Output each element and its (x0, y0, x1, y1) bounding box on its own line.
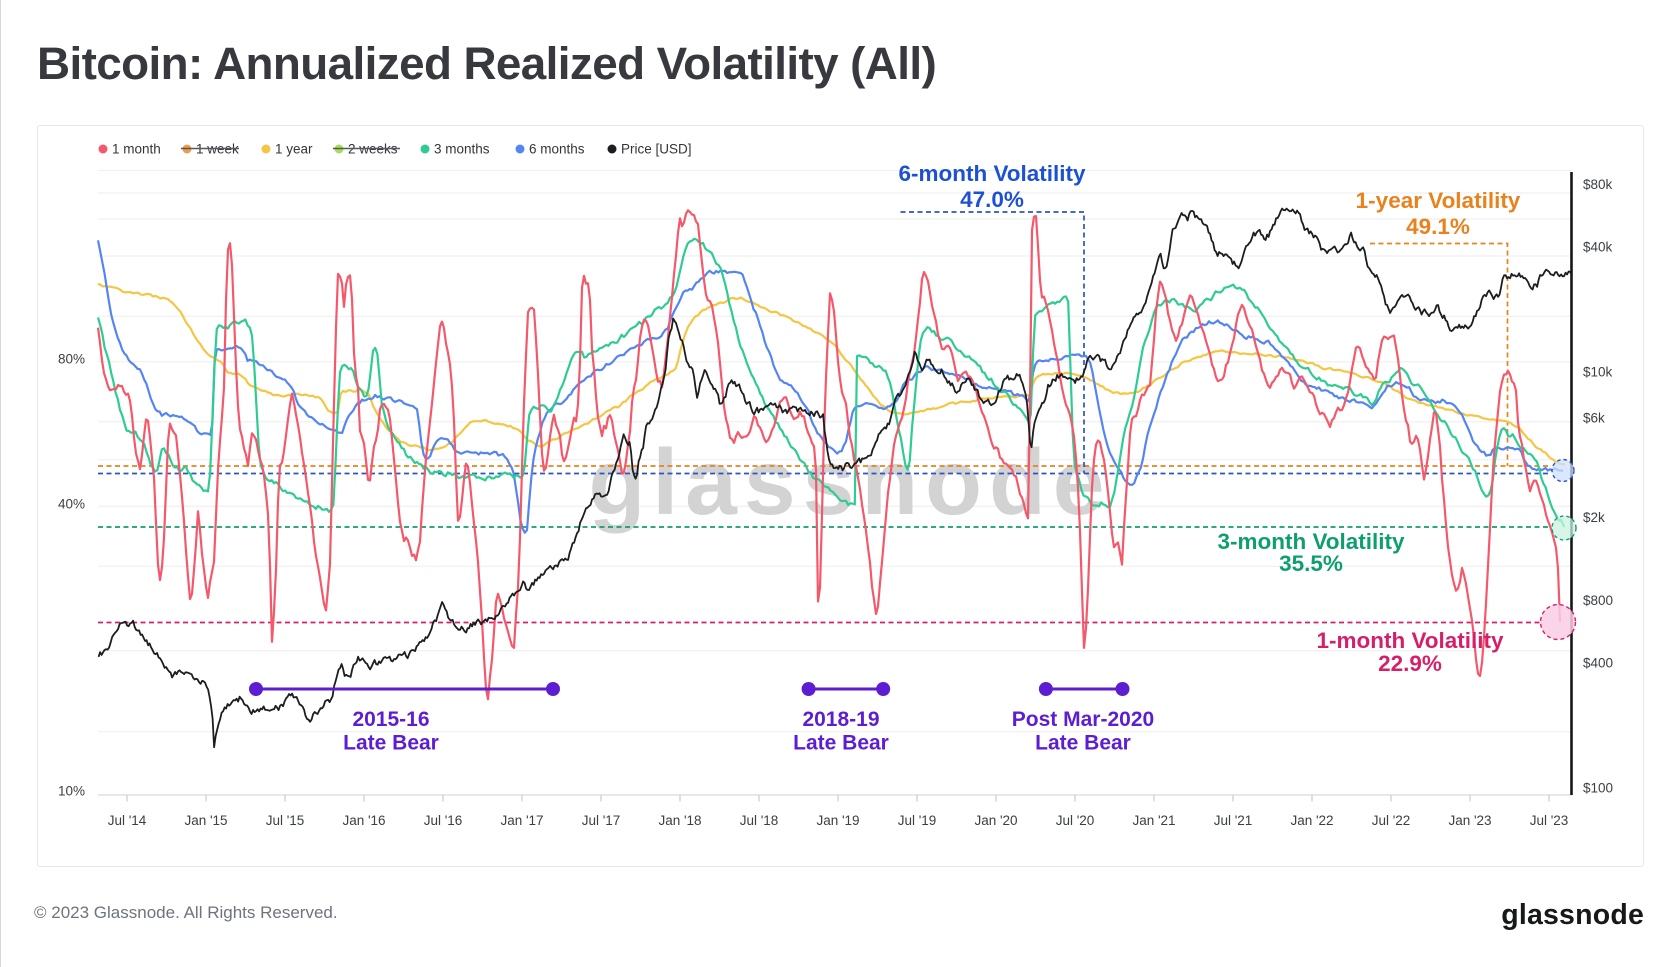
svg-text:1 month: 1 month (112, 142, 161, 157)
svg-text:49.1%: 49.1% (1406, 214, 1470, 239)
svg-text:Jul '23: Jul '23 (1530, 813, 1569, 828)
svg-text:Late Bear: Late Bear (1035, 732, 1131, 755)
svg-text:Jan '16: Jan '16 (342, 813, 385, 828)
svg-text:Jan '23: Jan '23 (1448, 813, 1491, 828)
svg-text:Jan '18: Jan '18 (658, 813, 701, 828)
svg-text:1 year: 1 year (275, 142, 313, 157)
svg-text:3 months: 3 months (434, 142, 490, 157)
svg-text:Jul '17: Jul '17 (582, 813, 621, 828)
svg-text:$800: $800 (1583, 593, 1613, 608)
svg-text:Jul '21: Jul '21 (1214, 813, 1253, 828)
svg-text:Jan '19: Jan '19 (816, 813, 859, 828)
svg-text:$10k: $10k (1583, 365, 1613, 380)
svg-text:1-year Volatility: 1-year Volatility (1356, 188, 1521, 213)
svg-text:Post Mar-2020: Post Mar-2020 (1012, 708, 1154, 731)
svg-text:glassnode: glassnode (589, 430, 1112, 534)
svg-text:2018-19: 2018-19 (802, 708, 879, 731)
svg-text:10%: 10% (58, 784, 85, 799)
svg-text:Jul '22: Jul '22 (1372, 813, 1411, 828)
svg-text:Price [USD]: Price [USD] (621, 142, 692, 157)
svg-text:Jul '16: Jul '16 (424, 813, 463, 828)
svg-text:22.9%: 22.9% (1378, 651, 1442, 676)
svg-text:Late Bear: Late Bear (343, 732, 439, 755)
svg-text:Jul '20: Jul '20 (1056, 813, 1095, 828)
svg-text:Jul '19: Jul '19 (898, 813, 937, 828)
svg-text:40%: 40% (58, 497, 85, 512)
svg-text:Jul '14: Jul '14 (108, 813, 147, 828)
svg-text:47.0%: 47.0% (960, 187, 1024, 212)
svg-text:Jan '22: Jan '22 (1290, 813, 1333, 828)
svg-text:$40k: $40k (1583, 240, 1613, 255)
svg-text:$400: $400 (1583, 656, 1613, 671)
svg-text:$80k: $80k (1583, 177, 1613, 192)
svg-text:$100: $100 (1583, 781, 1613, 796)
svg-text:6 months: 6 months (529, 142, 585, 157)
svg-text:3-month Volatility: 3-month Volatility (1217, 529, 1405, 554)
svg-text:1-month Volatility: 1-month Volatility (1316, 628, 1504, 653)
svg-text:Jan '21: Jan '21 (1132, 813, 1175, 828)
svg-text:2015-16: 2015-16 (352, 708, 429, 731)
svg-text:Jul '18: Jul '18 (740, 813, 779, 828)
svg-text:6-month Volatility: 6-month Volatility (898, 161, 1086, 186)
svg-text:Jan '17: Jan '17 (500, 813, 543, 828)
svg-text:80%: 80% (58, 352, 85, 367)
svg-text:Jan '15: Jan '15 (184, 813, 227, 828)
svg-text:Late Bear: Late Bear (793, 732, 889, 755)
svg-text:Jul '15: Jul '15 (266, 813, 305, 828)
svg-text:$2k: $2k (1583, 510, 1605, 525)
svg-text:Jan '20: Jan '20 (974, 813, 1017, 828)
svg-text:$6k: $6k (1583, 411, 1605, 426)
svg-text:35.5%: 35.5% (1279, 551, 1343, 576)
